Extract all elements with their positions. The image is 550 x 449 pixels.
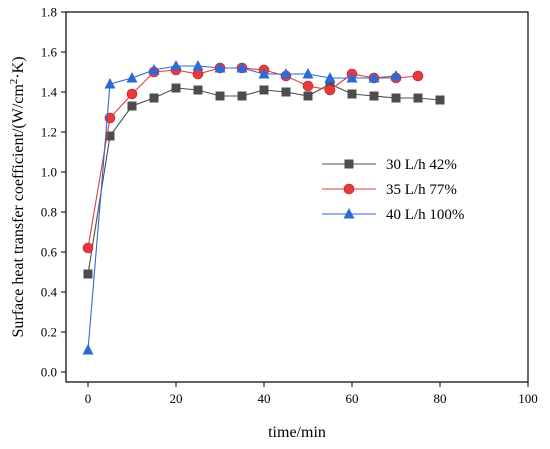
y-tick-label: 0.8	[41, 205, 57, 220]
data-point	[413, 93, 423, 103]
plot-frame	[65, 11, 529, 383]
data-point	[126, 72, 138, 83]
axis-ticks: 0 20 40 60 80 100 0.0 0.2 0.4 0.6 0.8 1.0 1.2 1.4 1.6 1…	[41, 5, 538, 407]
y-axis-label: Surface heat transfer coefficient/(W/cm2…	[8, 56, 27, 337]
y-axis-label-end: ·K)	[10, 56, 27, 78]
data-point	[215, 91, 225, 101]
data-point	[325, 79, 335, 89]
data-point	[302, 68, 314, 79]
y-tick-label: 1.6	[41, 45, 58, 60]
data-point	[281, 87, 291, 97]
x-tick-label: 100	[518, 391, 538, 406]
legend-item: 35 L/h 77%	[322, 182, 457, 198]
legend-item: 40 L/h 100%	[322, 207, 464, 223]
data-point	[126, 88, 138, 100]
data-point	[171, 83, 181, 93]
data-point	[83, 269, 93, 279]
data-point	[82, 344, 94, 355]
x-tick-label: 40	[258, 391, 271, 406]
data-point	[280, 68, 292, 79]
x-tick-label: 80	[434, 391, 447, 406]
x-tick-label: 60	[346, 391, 359, 406]
y-tick-label: 1.4	[41, 85, 58, 100]
series-1	[83, 79, 445, 279]
data-point	[148, 64, 160, 75]
data-point	[193, 85, 203, 95]
y-tick-label: 1.2	[41, 125, 57, 140]
y-tick-label: 1.0	[41, 165, 57, 180]
legend-marker	[343, 208, 355, 219]
series-line	[87, 83, 441, 275]
legend-marker	[344, 159, 354, 169]
data-point	[412, 70, 424, 82]
x-tick-label: 0	[85, 391, 92, 406]
data-point	[214, 62, 226, 73]
data-point	[435, 95, 445, 105]
data-point	[127, 101, 137, 111]
x-axis-label: time/min	[268, 424, 326, 441]
data-point	[369, 91, 379, 101]
data-point	[368, 72, 380, 83]
data-point	[346, 72, 358, 83]
data-point	[149, 93, 159, 103]
data-point	[302, 80, 314, 92]
series-line	[87, 67, 419, 249]
data-point	[104, 78, 116, 89]
data-point	[192, 60, 204, 71]
legend-marker	[343, 183, 355, 195]
data-point	[390, 70, 402, 81]
data-point	[391, 93, 401, 103]
data-point	[303, 91, 313, 101]
y-tick-label: 0.2	[41, 325, 57, 340]
y-axis-label-superscript: 2	[8, 79, 20, 85]
data-point	[324, 84, 336, 96]
data-point	[82, 242, 94, 254]
data-point	[105, 131, 115, 141]
data-point	[237, 91, 247, 101]
data-point	[170, 60, 182, 71]
y-tick-label: 0.4	[41, 285, 58, 300]
series-3	[82, 60, 402, 355]
y-tick-label: 1.8	[41, 5, 57, 20]
x-tick-label: 20	[170, 391, 183, 406]
legend: 30 L/h 42% 35 L/h 77% 40 L/h 100%	[322, 157, 464, 223]
legend-item: 30 L/h 42%	[322, 157, 457, 173]
legend-label: 35 L/h 77%	[386, 182, 457, 198]
legend-label: 30 L/h 42%	[386, 157, 457, 173]
data-point	[258, 68, 270, 79]
y-tick-label: 0.6	[41, 245, 58, 260]
data-point	[347, 89, 357, 99]
legend-label: 40 L/h 100%	[386, 207, 464, 223]
y-tick-label: 0.0	[41, 365, 57, 380]
data-point	[259, 85, 269, 95]
data-point	[236, 62, 248, 73]
series-layer	[82, 60, 445, 355]
y-axis-label-main: Surface heat transfer coefficient/(W/cm	[10, 84, 27, 338]
data-point	[324, 72, 336, 83]
